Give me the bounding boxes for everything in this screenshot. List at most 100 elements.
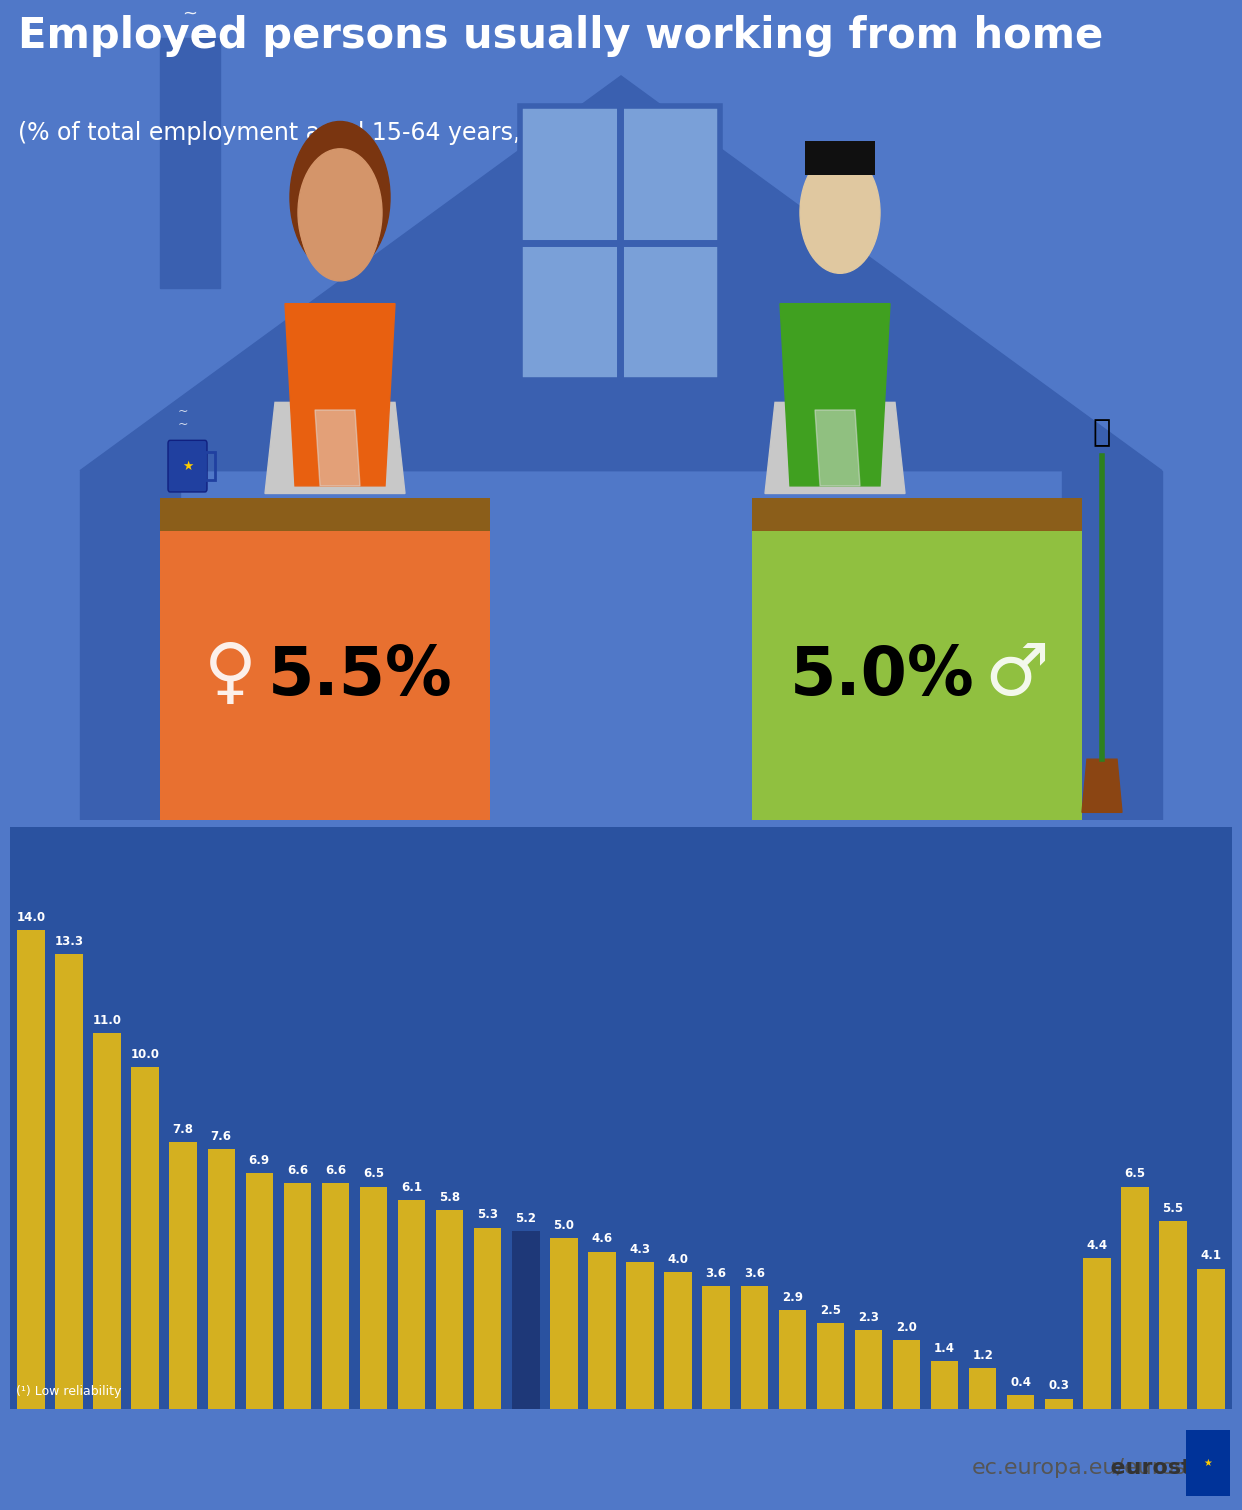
Text: ec.europa.eu/eurostat: ec.europa.eu/eurostat bbox=[971, 1457, 1217, 1478]
FancyBboxPatch shape bbox=[1186, 1430, 1230, 1496]
Bar bbox=[626, 1262, 653, 1409]
Circle shape bbox=[800, 153, 881, 273]
Text: 4.3: 4.3 bbox=[630, 1243, 651, 1256]
Bar bbox=[246, 1173, 273, 1409]
Circle shape bbox=[301, 160, 380, 281]
Text: 7.8: 7.8 bbox=[173, 1123, 194, 1136]
Text: 1.4: 1.4 bbox=[934, 1342, 955, 1354]
Bar bbox=[397, 1200, 425, 1409]
Bar bbox=[512, 1231, 539, 1409]
Text: 4.0: 4.0 bbox=[668, 1253, 688, 1265]
Text: 6.1: 6.1 bbox=[401, 1181, 422, 1194]
Bar bbox=[520, 106, 720, 379]
Text: 3.6: 3.6 bbox=[744, 1267, 765, 1279]
Text: ♀: ♀ bbox=[204, 642, 256, 710]
Text: 5.5: 5.5 bbox=[1163, 1202, 1184, 1214]
Bar bbox=[1122, 1187, 1149, 1409]
Text: 2.3: 2.3 bbox=[858, 1311, 879, 1324]
Text: 3.6: 3.6 bbox=[705, 1267, 727, 1279]
Text: ~
~
~: ~ ~ ~ bbox=[183, 0, 197, 23]
Text: 🌷: 🌷 bbox=[1093, 418, 1112, 447]
Bar bbox=[436, 1211, 463, 1409]
Polygon shape bbox=[765, 402, 905, 494]
Bar bbox=[322, 1184, 349, 1409]
Bar bbox=[703, 1285, 730, 1409]
Polygon shape bbox=[315, 409, 360, 486]
Text: 6.6: 6.6 bbox=[325, 1164, 347, 1176]
Text: 10.0: 10.0 bbox=[130, 1048, 159, 1060]
Polygon shape bbox=[780, 304, 891, 486]
Text: 5.2: 5.2 bbox=[515, 1213, 537, 1225]
Bar bbox=[55, 954, 83, 1409]
Bar bbox=[1083, 1258, 1110, 1409]
Polygon shape bbox=[79, 76, 1163, 471]
FancyBboxPatch shape bbox=[168, 441, 207, 492]
Text: 5.8: 5.8 bbox=[440, 1191, 461, 1205]
Circle shape bbox=[289, 121, 390, 273]
Text: 6.9: 6.9 bbox=[248, 1154, 270, 1167]
Text: ~
~: ~ ~ bbox=[178, 405, 189, 432]
Bar bbox=[520, 106, 720, 379]
Bar bbox=[17, 930, 45, 1409]
Text: 4.1: 4.1 bbox=[1201, 1249, 1222, 1262]
FancyBboxPatch shape bbox=[160, 516, 491, 827]
Text: 5.0%: 5.0% bbox=[790, 643, 975, 708]
Polygon shape bbox=[284, 304, 395, 486]
Text: 2.9: 2.9 bbox=[781, 1291, 802, 1303]
Bar bbox=[132, 1068, 159, 1409]
Text: 5.3: 5.3 bbox=[477, 1208, 498, 1222]
Bar bbox=[932, 1361, 959, 1409]
Text: 14.0: 14.0 bbox=[16, 911, 46, 924]
Bar bbox=[550, 1238, 578, 1409]
Bar bbox=[805, 142, 876, 175]
Text: 11.0: 11.0 bbox=[92, 1013, 122, 1027]
Text: eurostat: eurostat bbox=[909, 1457, 1217, 1478]
Text: ★: ★ bbox=[183, 459, 194, 473]
Bar bbox=[360, 1187, 388, 1409]
Text: Employed persons usually working from home: Employed persons usually working from ho… bbox=[17, 15, 1103, 57]
Text: 6.6: 6.6 bbox=[287, 1164, 308, 1176]
Bar bbox=[474, 1228, 502, 1409]
Text: 6.5: 6.5 bbox=[1124, 1167, 1145, 1181]
Text: 0.3: 0.3 bbox=[1048, 1380, 1069, 1392]
Bar bbox=[589, 1252, 616, 1409]
Bar bbox=[207, 1149, 235, 1409]
Text: 4.4: 4.4 bbox=[1087, 1240, 1108, 1252]
Bar bbox=[740, 1285, 768, 1409]
Bar bbox=[1062, 471, 1163, 820]
Text: 1.2: 1.2 bbox=[972, 1348, 994, 1362]
Text: (¹) Low reliability: (¹) Low reliability bbox=[16, 1385, 122, 1398]
FancyBboxPatch shape bbox=[751, 516, 1082, 827]
Bar bbox=[1197, 1268, 1225, 1409]
Bar bbox=[664, 1271, 692, 1409]
Bar bbox=[160, 38, 220, 288]
Bar bbox=[169, 1142, 197, 1409]
Bar bbox=[160, 498, 491, 532]
Bar bbox=[969, 1368, 996, 1409]
Text: 4.6: 4.6 bbox=[591, 1232, 612, 1246]
Text: 7.6: 7.6 bbox=[211, 1129, 232, 1143]
Text: 5.0: 5.0 bbox=[554, 1219, 574, 1232]
Text: (% of total employment aged 15-64 years, 2018): (% of total employment aged 15-64 years,… bbox=[17, 121, 597, 145]
Text: ★: ★ bbox=[1203, 1459, 1212, 1468]
Bar bbox=[1007, 1395, 1035, 1409]
Bar bbox=[854, 1330, 882, 1409]
Polygon shape bbox=[1082, 760, 1122, 812]
Bar bbox=[893, 1341, 920, 1409]
Text: 2.5: 2.5 bbox=[820, 1305, 841, 1317]
Text: 6.5: 6.5 bbox=[363, 1167, 384, 1181]
Text: 2.0: 2.0 bbox=[897, 1321, 917, 1335]
Bar bbox=[779, 1309, 806, 1409]
Text: 5.5%: 5.5% bbox=[267, 643, 452, 708]
Bar bbox=[1159, 1220, 1187, 1409]
Bar bbox=[817, 1323, 845, 1409]
Bar bbox=[1045, 1398, 1073, 1409]
Bar bbox=[93, 1033, 120, 1409]
Text: 0.4: 0.4 bbox=[1010, 1376, 1031, 1389]
Bar bbox=[751, 498, 1082, 532]
Bar bbox=[79, 471, 180, 820]
Text: 13.3: 13.3 bbox=[55, 935, 83, 948]
Polygon shape bbox=[815, 409, 859, 486]
Circle shape bbox=[298, 149, 383, 276]
Text: ♂: ♂ bbox=[985, 642, 1049, 710]
